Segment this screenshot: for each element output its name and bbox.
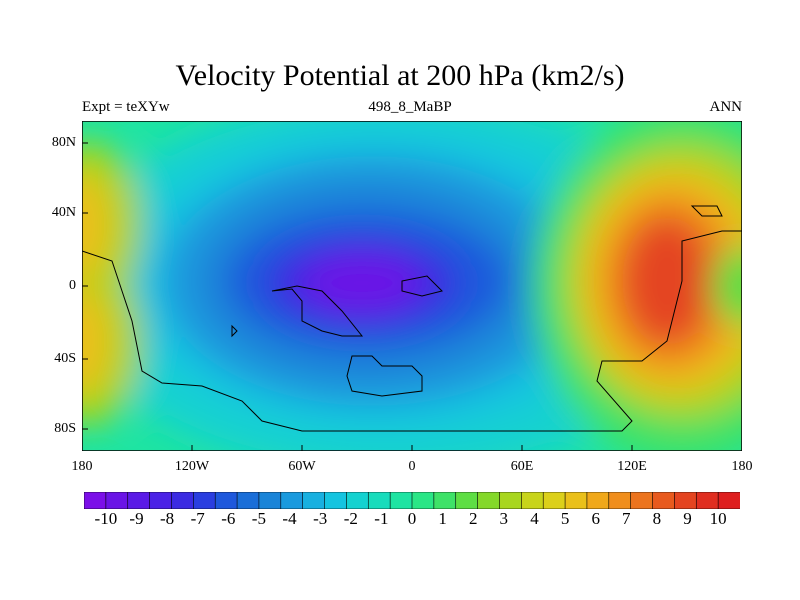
colorbar-tick-label: -8: [160, 509, 175, 528]
colorbar-tick-label: -5: [251, 509, 266, 528]
y-tick-label: 40N: [51, 205, 76, 220]
x-tick-label: 180: [71, 459, 93, 474]
colorbar-box: [258, 492, 282, 509]
colorbar-tick-label: 9: [683, 509, 692, 528]
colorbar-box: [608, 492, 632, 509]
colorbar-box: [149, 492, 173, 509]
colorbar-box: [455, 492, 479, 509]
colorbar-box: [193, 492, 216, 509]
colorbar-box: [674, 492, 697, 509]
colorbar-box: [214, 492, 238, 509]
colorbar-box: [302, 492, 326, 509]
colorbar: [84, 492, 740, 509]
colorbar-box: [542, 492, 566, 509]
y-tick-label: 80S: [54, 421, 76, 436]
colorbar-tick-label: -1: [374, 509, 389, 528]
colorbar-tick-label: 10: [709, 509, 727, 528]
coastlines: [82, 205, 742, 432]
y-tick-label: 80N: [51, 135, 76, 150]
map-title: Velocity Potential at 200 hPa (km2/s): [175, 59, 625, 92]
y-tick-label: 0: [69, 278, 76, 293]
colorbar-box: [477, 492, 501, 509]
x-tick-label: 60E: [510, 459, 534, 474]
colorbar-tick-label: 2: [468, 509, 478, 528]
colorbar-box: [717, 492, 740, 509]
colorbar-box: [586, 492, 610, 509]
colorbar-tick-label: 4: [530, 509, 539, 528]
colorbar-tick-label: 6: [591, 509, 600, 528]
field-layers: [82, 121, 742, 451]
colorbar-box: [652, 492, 676, 509]
colorbar-tick-label: -6: [221, 509, 236, 528]
x-tick-label: 120W: [174, 459, 210, 474]
colorbar-tick-label: -7: [190, 509, 205, 528]
case-label: 498_8_MaBP: [368, 99, 452, 115]
colorbar-tick-label: -10: [94, 509, 118, 528]
colorbar-box: [84, 492, 107, 509]
colorbar-box: [499, 492, 522, 509]
contour-map: [82, 121, 742, 451]
colorbar-tick-label: 0: [407, 509, 417, 528]
x-tick-label: 180: [731, 459, 753, 474]
colorbar-tick-label: -2: [343, 509, 358, 528]
colorbar-box: [521, 492, 544, 509]
colorbar-tick-label: 8: [652, 509, 662, 528]
x-tick-label: 0: [408, 459, 416, 474]
colorbar-box: [236, 492, 260, 509]
colorbar-box: [389, 492, 413, 509]
x-tick-label: 120E: [617, 459, 647, 474]
colorbar-box: [564, 492, 588, 509]
colorbar-box: [105, 492, 129, 509]
colorbar-box: [367, 492, 391, 509]
colorbar-box: [171, 492, 194, 509]
colorbar-box: [280, 492, 304, 509]
experiment-label: Expt = teXYw: [82, 99, 170, 115]
x-tick-label: 60W: [288, 459, 316, 474]
colorbar-box: [630, 492, 654, 509]
colorbar-tick-label: -4: [282, 509, 297, 528]
colorbar-box: [695, 492, 719, 509]
y-tick-label: 40S: [54, 351, 76, 366]
colorbar-box: [411, 492, 435, 509]
colorbar-box: [324, 492, 347, 509]
colorbar-tick-label: 3: [499, 509, 509, 528]
season-label: ANN: [709, 99, 743, 115]
colorbar-tick-label: -9: [129, 509, 144, 528]
colorbar-tick-label: 7: [622, 509, 631, 528]
colorbar-tick-label: 5: [560, 509, 570, 528]
colorbar-tick-label: -3: [313, 509, 328, 528]
colorbar-box: [346, 492, 369, 509]
colorbar-tick-label: 1: [438, 509, 447, 528]
colorbar-box: [433, 492, 457, 509]
colorbar-box: [127, 492, 151, 509]
tick-marks: [82, 142, 742, 451]
